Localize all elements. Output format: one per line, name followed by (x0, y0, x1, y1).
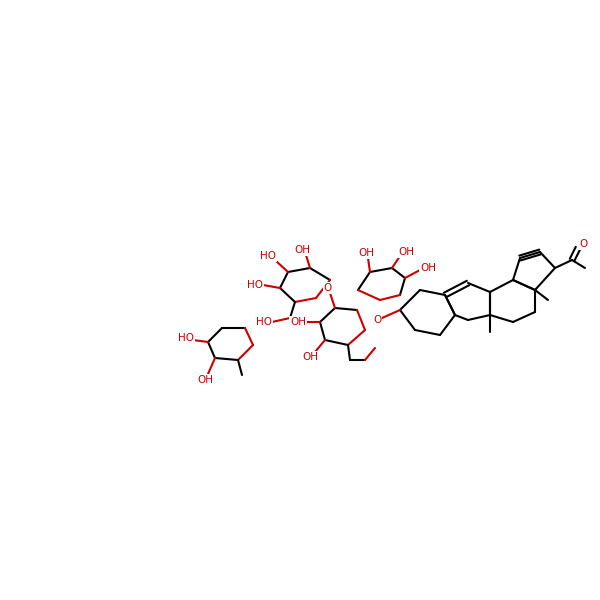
Text: O: O (324, 283, 332, 293)
Text: OH: OH (294, 245, 310, 255)
Text: O: O (373, 315, 381, 325)
Text: HO: HO (178, 333, 194, 343)
Text: HO: HO (247, 280, 263, 290)
Text: OH: OH (398, 247, 414, 257)
Text: OH: OH (197, 375, 213, 385)
Text: OH: OH (420, 263, 436, 273)
Text: HO: HO (256, 317, 272, 327)
Text: OH: OH (290, 317, 306, 327)
Text: HO: HO (260, 251, 276, 261)
Text: OH: OH (358, 248, 374, 258)
Text: OH: OH (302, 352, 318, 362)
Text: O: O (579, 239, 587, 249)
